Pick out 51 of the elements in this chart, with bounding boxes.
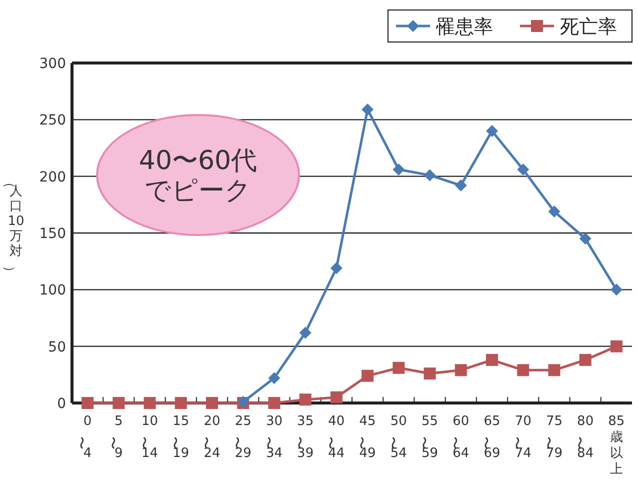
point (424, 368, 436, 380)
point (454, 179, 467, 192)
x-tick-label: 85歳以上 (608, 414, 625, 477)
x-tick-label: 60〜64 (446, 414, 470, 461)
point (299, 326, 312, 339)
point (362, 370, 374, 382)
legend-label: 死亡率 (560, 16, 617, 38)
y-tick-label: 300 (39, 56, 66, 72)
point (486, 125, 498, 137)
y-tick-label: 50 (48, 339, 66, 356)
y-tick-label: 100 (39, 282, 66, 299)
point (362, 103, 374, 116)
legend-label: 罹患率 (435, 16, 493, 38)
point (392, 362, 405, 374)
point (330, 391, 342, 404)
point (299, 394, 312, 406)
point (392, 164, 405, 176)
y-tick-label: 0 (57, 396, 66, 412)
y-axis-title: （人口10万対） (2, 175, 24, 278)
point (144, 397, 156, 409)
x-tick-label: 30〜34 (260, 414, 282, 461)
point (517, 364, 530, 376)
point (548, 364, 560, 376)
point (517, 164, 530, 176)
point (206, 397, 218, 409)
x-tick-label: 15〜19 (166, 414, 190, 461)
x-tick-label: 0〜4 (73, 414, 92, 461)
point (174, 397, 187, 409)
point (268, 397, 280, 409)
x-tick-label: 10〜14 (135, 414, 158, 461)
point (454, 364, 467, 376)
point (579, 354, 592, 366)
point (330, 262, 342, 274)
y-tick-label: 250 (39, 112, 66, 129)
x-tick-label: 35〜39 (290, 414, 314, 461)
point (548, 205, 560, 218)
x-tick-label: 65〜69 (478, 414, 500, 461)
y-tick-label: 150 (39, 226, 66, 242)
point (268, 372, 280, 384)
point (610, 340, 622, 352)
point (579, 232, 592, 245)
point (610, 284, 622, 296)
point (486, 354, 498, 366)
point (82, 397, 94, 409)
point (112, 397, 125, 409)
point (424, 169, 436, 182)
x-tick-label: 40〜44 (322, 414, 345, 461)
x-tick-label: 5〜9 (104, 414, 123, 461)
x-tick-label: 45〜49 (353, 414, 376, 461)
annotation: 40〜60代でピーク (138, 146, 258, 206)
y-tick-label: 200 (39, 169, 66, 186)
